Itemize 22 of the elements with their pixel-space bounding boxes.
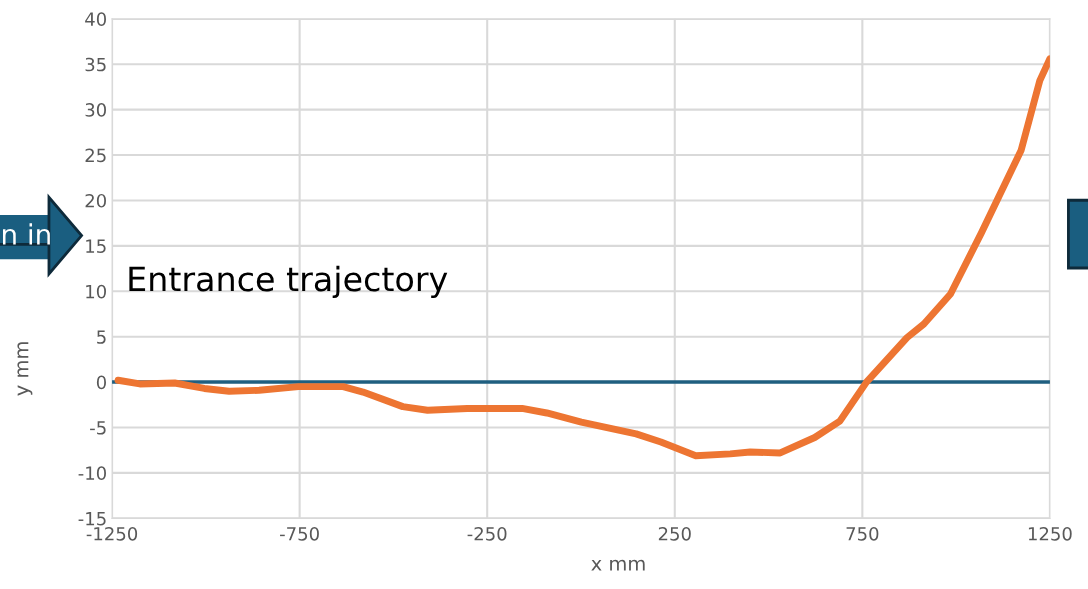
- y-axis-title: y mm: [17, 342, 33, 396]
- y-tick-label: -15: [78, 512, 106, 526]
- y-tick-label: 5: [97, 330, 106, 344]
- x-axis-title: x mm: [591, 559, 645, 571]
- y-tick-label: -10: [78, 466, 106, 481]
- y-tick-label: 40: [85, 12, 106, 26]
- y-tick-label: -5: [90, 421, 106, 435]
- x-tick-label: 750: [846, 526, 879, 541]
- y-tick-label: 25: [85, 148, 106, 163]
- x-tick-label: 250: [658, 526, 691, 541]
- y-tick-label: 15: [86, 239, 106, 253]
- y-tick-label: 0: [96, 375, 106, 390]
- x-tick-label: -750: [280, 526, 319, 541]
- y-tick-label: 20: [85, 193, 106, 208]
- x-tick-label: -1250: [86, 526, 138, 541]
- annotation: Entrance trajectory: [129, 265, 448, 298]
- x-tick-label: 1250: [1028, 526, 1072, 541]
- y-tick-label: 35: [85, 57, 106, 72]
- x-tick-label: -250: [467, 526, 507, 541]
- y-tick-label: 10: [86, 284, 106, 299]
- text: n in: [2, 223, 50, 245]
- y-tick-label: 30: [85, 103, 106, 117]
